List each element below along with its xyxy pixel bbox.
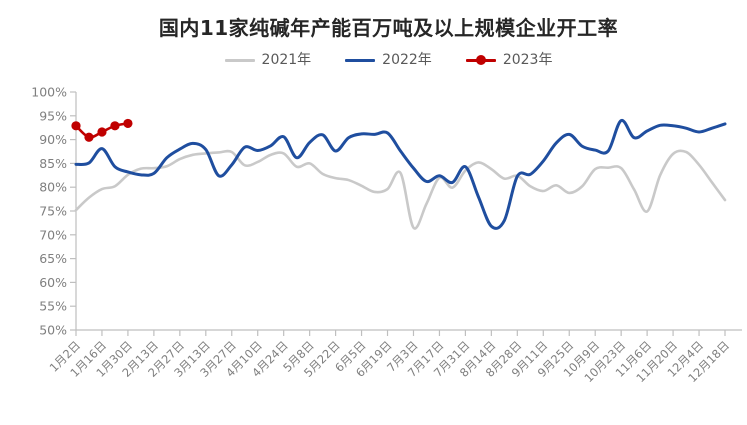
y-tick-label: 50% — [39, 323, 67, 338]
legend: 2021年 2022年 2023年 — [40, 53, 737, 67]
y-tick-label: 90% — [39, 132, 67, 147]
legend-line-swatch-2023 — [465, 55, 496, 65]
series-marker-2023年 — [84, 132, 94, 142]
legend-item-2023: 2023年 — [465, 52, 553, 68]
legend-item-2022: 2022年 — [345, 53, 432, 67]
y-tick-label: 55% — [39, 299, 67, 314]
y-tick-label: 80% — [39, 180, 67, 195]
legend-label-2023: 2023年 — [502, 52, 553, 68]
y-tick-label: 65% — [39, 251, 67, 266]
chart-title: 国内11家纯碱年产能百万吨及以上规模企业开工率 — [158, 16, 619, 40]
series-marker-2023年 — [97, 127, 107, 137]
y-tick-label: 70% — [39, 227, 67, 242]
y-tick-label: 60% — [39, 275, 67, 290]
legend-item-2021: 2021年 — [224, 52, 312, 68]
series-line-2021年 — [74, 149, 727, 230]
legend-label-2021: 2021年 — [261, 52, 312, 68]
legend-line-swatch-2022 — [345, 56, 376, 65]
y-tick-label: 85% — [39, 156, 67, 171]
series-marker-2023年 — [123, 118, 133, 129]
series-line-2022年 — [74, 119, 727, 230]
legend-label-2022: 2022年 — [382, 52, 432, 68]
y-tick-label: 95% — [39, 108, 67, 123]
legend-line-swatch-2021 — [224, 56, 255, 65]
series-marker-2023年 — [71, 121, 81, 131]
y-tick-label: 75% — [39, 204, 67, 219]
y-tick-label: 100% — [31, 85, 67, 100]
series-marker-2023年 — [110, 121, 120, 131]
